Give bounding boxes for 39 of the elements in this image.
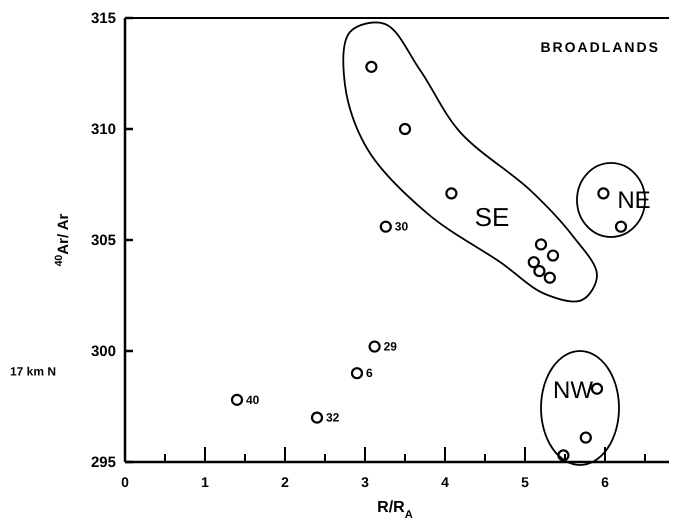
x-tick-label: 4	[441, 474, 450, 490]
annotation: 30	[394, 220, 408, 234]
point	[365, 60, 378, 73]
point	[230, 394, 244, 406]
x-tick-label: 3	[361, 474, 370, 490]
point	[380, 220, 392, 233]
x-tick-label: 2	[281, 474, 290, 490]
x-tick-label: 6	[601, 474, 610, 490]
annotation: 6	[366, 366, 373, 380]
annotation: 40	[246, 392, 260, 407]
y-tick-label: 305	[90, 232, 116, 249]
y-tick-label: 300	[90, 343, 116, 360]
y-tick-label: 295	[90, 454, 116, 471]
point	[398, 122, 412, 136]
x-axis-title: R/R$_{A}$	[377, 499, 413, 521]
y-tick-label: 310	[90, 121, 116, 138]
point	[350, 367, 364, 380]
point	[445, 187, 458, 200]
point	[310, 412, 324, 424]
point	[614, 220, 628, 233]
annotation: 32	[326, 410, 340, 425]
point	[528, 256, 540, 268]
annotation: 29	[384, 340, 398, 354]
point	[546, 249, 560, 262]
x-tick-label: 5	[521, 474, 530, 490]
y-tick-label: 315	[90, 10, 116, 27]
point	[580, 431, 592, 444]
point	[544, 272, 556, 284]
point	[533, 264, 546, 278]
text: BROADLANDS	[540, 39, 660, 55]
point	[557, 449, 570, 462]
point	[368, 340, 381, 353]
text: 17 km N	[10, 364, 56, 378]
point	[597, 187, 610, 200]
annotation: NW	[553, 377, 594, 404]
annotation: SE	[474, 202, 510, 232]
point	[534, 238, 548, 251]
x-tick-label: 1	[201, 474, 210, 490]
x-tick-label: 0	[121, 474, 130, 490]
